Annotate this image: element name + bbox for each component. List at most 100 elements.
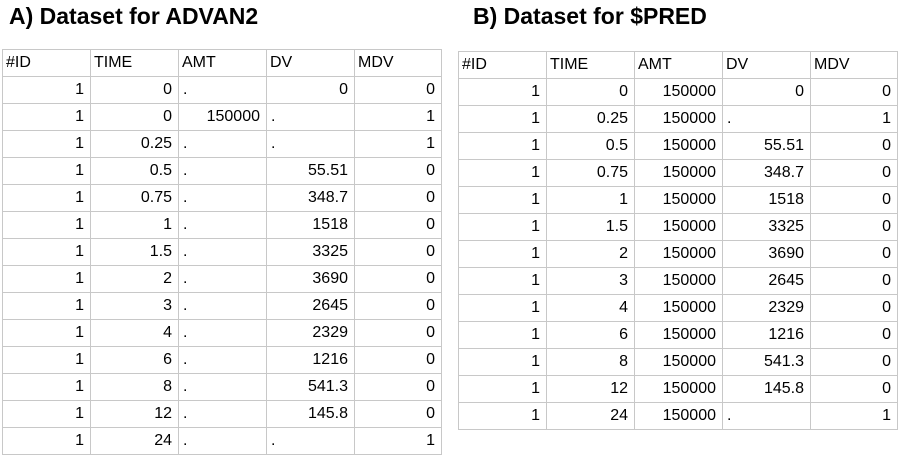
table-cell: 1216 (266, 346, 355, 374)
table-cell: 0 (354, 157, 442, 185)
table-cell: 150000 (634, 240, 723, 268)
table-cell: 0 (810, 186, 898, 214)
table-row: 1 8 150000 541.3 0 (458, 348, 898, 376)
table-cell: 1 (354, 427, 442, 455)
table-cell: 0 (354, 319, 442, 347)
table-cell: 0 (354, 238, 442, 266)
table-cell: . (178, 346, 267, 374)
table-cell: 0 (810, 294, 898, 322)
table-cell: 0 (354, 76, 442, 104)
table-cell: 0 (810, 321, 898, 349)
table-row: 1 8. 541.3 0 (2, 373, 442, 401)
table-cell: 12 (90, 400, 179, 428)
table-cell: . (178, 319, 267, 347)
table-cell: 1216 (722, 321, 811, 349)
column-header: TIME (546, 51, 635, 79)
table-cell: 3325 (266, 238, 355, 266)
table-cell: 1 (458, 186, 547, 214)
table-cell: 150000 (634, 267, 723, 295)
table-cell: 0.25 (546, 105, 635, 133)
table-row: 1 3 150000 2645 0 (458, 267, 898, 295)
table-cell: 1 (2, 211, 91, 239)
table-cell: 0.25 (90, 130, 179, 158)
table-cell: 0 (810, 375, 898, 403)
table-row: 1 0.5 150000 55.51 0 (458, 132, 898, 160)
table-cell: . (178, 373, 267, 401)
table-row: 1 1. 1518 0 (2, 211, 442, 239)
table-cell: 1 (458, 132, 547, 160)
table-cell: 6 (90, 346, 179, 374)
table-cell: 0 (90, 76, 179, 104)
table-row: 1 0 150000. 1 (2, 103, 442, 131)
table-cell: 0 (354, 265, 442, 293)
table-cell: 1 (458, 105, 547, 133)
table-cell: 2 (546, 240, 635, 268)
table-row: 1 24 150000. 1 (458, 402, 898, 430)
panel-a-title: A) Dataset for ADVAN2 (9, 3, 259, 29)
table-cell: 1 (2, 373, 91, 401)
table-cell: 55.51 (266, 157, 355, 185)
table-row: 1 1 150000 1518 0 (458, 186, 898, 214)
table-cell: 1 (2, 130, 91, 158)
pred-dataset-table: #ID TIME AMT DV MDV 1 0 150000 0 0 1 0.25 150000. 1 1… (458, 51, 898, 430)
table-cell: 1 (2, 103, 91, 131)
table-cell: 150000 (634, 78, 723, 106)
table-cell: 1 (810, 402, 898, 430)
table-cell: 1518 (722, 186, 811, 214)
table-cell: 55.51 (722, 132, 811, 160)
table-cell: 1.5 (546, 213, 635, 241)
column-header: MDV (810, 51, 898, 79)
table-row: 1 12. 145.8 0 (2, 400, 442, 428)
table-cell: 541.3 (722, 348, 811, 376)
table-cell: 150000 (634, 321, 723, 349)
table-cell: 24 (90, 427, 179, 455)
table-row: 1 3. 2645 0 (2, 292, 442, 320)
table-cell: 1 (810, 105, 898, 133)
header-row: #ID TIME AMT DV MDV (2, 49, 442, 77)
table-row: 1 0.25.. 1 (2, 130, 442, 158)
table-row: 1 2 150000 3690 0 (458, 240, 898, 268)
table-cell: 0 (810, 213, 898, 241)
table-cell: 1 (2, 157, 91, 185)
table-cell: 150000 (634, 159, 723, 187)
table-cell: 2329 (266, 319, 355, 347)
table-cell: 0 (354, 400, 442, 428)
table-cell: 150000 (178, 103, 267, 131)
column-header: #ID (2, 49, 91, 77)
table-cell: 2 (90, 265, 179, 293)
table-cell: 0 (546, 78, 635, 106)
table-row: 1 4. 2329 0 (2, 319, 442, 347)
table-cell: 3325 (722, 213, 811, 241)
table-row: 1 6 150000 1216 0 (458, 321, 898, 349)
table-cell: . (178, 76, 267, 104)
table-cell: . (266, 427, 355, 455)
table-cell: 2645 (722, 267, 811, 295)
column-header: DV (266, 49, 355, 77)
table-cell: . (178, 238, 267, 266)
table-cell: 3 (90, 292, 179, 320)
panel-b-title: B) Dataset for $PRED (473, 3, 707, 29)
table-cell: 0 (90, 103, 179, 131)
table-cell: 1 (458, 348, 547, 376)
table-cell: 348.7 (266, 184, 355, 212)
table-cell: 0 (266, 76, 355, 104)
table-cell: . (266, 130, 355, 158)
table-cell: 348.7 (722, 159, 811, 187)
table-cell: 1 (2, 238, 91, 266)
table-cell: 0 (810, 132, 898, 160)
table-cell: 0 (354, 211, 442, 239)
table-cell: . (178, 265, 267, 293)
table-row: 1 0 150000 0 0 (458, 78, 898, 106)
table-cell: 2645 (266, 292, 355, 320)
table-cell: 1518 (266, 211, 355, 239)
table-cell: 1 (458, 267, 547, 295)
column-header: DV (722, 51, 811, 79)
table-cell: 1 (458, 402, 547, 430)
table-cell: 1 (2, 427, 91, 455)
table-cell: . (178, 157, 267, 185)
table-cell: . (178, 184, 267, 212)
table-cell: . (178, 292, 267, 320)
table-cell: 4 (546, 294, 635, 322)
table-cell: 150000 (634, 132, 723, 160)
